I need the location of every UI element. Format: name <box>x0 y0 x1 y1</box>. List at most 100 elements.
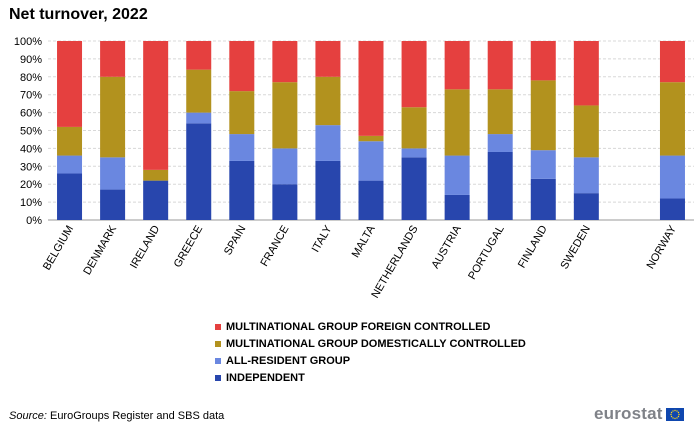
legend-item-independent: INDEPENDENT <box>215 369 526 386</box>
flag-star <box>669 413 672 415</box>
eurostat-logo: eurostat <box>594 404 684 424</box>
bar-segment-resident <box>229 134 255 161</box>
bar-segment-domestic <box>487 89 513 135</box>
bar-segment-resident <box>659 155 685 199</box>
bar-segment-independent <box>57 173 83 220</box>
x-tick-label: PORTUGAL <box>466 224 507 282</box>
flag-star <box>671 416 674 419</box>
bars <box>57 41 685 220</box>
stacked-bar-chart: 0% 10% 20% 30% 40% 50% 60% 70% 80% 90% 100% BELGIU… <box>14 36 694 301</box>
bar-segment-domestic <box>530 80 556 151</box>
eurostat-wordmark: eurostat <box>594 404 663 423</box>
source-label: Source: <box>9 410 47 422</box>
y-tick-label: 70% <box>20 90 42 102</box>
bar-segment-resident <box>401 148 427 158</box>
y-tick-label: 10% <box>20 197 42 209</box>
legend-swatch <box>215 340 221 347</box>
flag-star <box>673 417 676 419</box>
bar-segment-independent <box>530 178 556 220</box>
bar-segment-foreign <box>573 41 599 106</box>
bar-segment-foreign <box>315 41 341 77</box>
bar-segment-foreign <box>659 41 685 83</box>
bar-segment-resident <box>272 148 298 185</box>
legend-item-foreign: MULTINATIONAL GROUP FOREIGN CONTROLLED <box>215 318 526 335</box>
y-tick-label: 30% <box>20 161 42 173</box>
x-tick-label: DENMARK <box>81 223 119 277</box>
x-axis-tick-labels: BELGIUM DENMARK IRELAND GREECE SPAIN FRANCE IT… <box>41 223 679 301</box>
x-tick-label: MALTA <box>350 223 378 260</box>
bar-segment-domestic <box>315 76 341 126</box>
bar-segment-domestic <box>143 169 169 181</box>
legend-label: INDEPENDENT <box>226 371 305 384</box>
legend-label: ALL-RESIDENT GROUP <box>226 354 351 367</box>
legend-item-domestic: MULTINATIONAL GROUP DOMESTICALLY CONTROL… <box>215 335 526 352</box>
y-tick-label: 40% <box>20 143 42 155</box>
bar-segment-resident <box>444 155 470 195</box>
x-tick-label: AUSTRIA <box>429 223 464 271</box>
bar-segment-foreign <box>487 41 513 90</box>
x-tick-label: FRANCE <box>258 224 291 269</box>
bar-segment-independent <box>659 198 685 220</box>
x-tick-label: IRELAND <box>128 223 162 270</box>
bar-segment-foreign <box>100 41 126 77</box>
y-tick-label: 60% <box>20 108 42 120</box>
bar-segment-resident <box>573 157 599 194</box>
bar-segment-domestic <box>573 105 599 158</box>
bar-segment-domestic <box>444 89 470 156</box>
flag-star <box>677 411 679 413</box>
bar-segment-independent <box>100 189 126 220</box>
bar-segment-foreign <box>229 41 255 92</box>
source-note: Source: EuroGroups Register and SBS data <box>9 410 224 422</box>
bar-segment-foreign <box>143 41 169 170</box>
bar-segment-resident <box>315 125 341 161</box>
bar-segment-independent <box>229 160 255 220</box>
y-tick-label: 80% <box>20 72 42 84</box>
bar-segment-domestic <box>272 82 298 149</box>
bar-segment-independent <box>444 194 470 220</box>
legend-label: MULTINATIONAL GROUP DOMESTICALLY CONTROL… <box>226 337 526 350</box>
bar-segment-foreign <box>186 41 212 70</box>
y-tick-label: 20% <box>20 179 42 191</box>
bar-segment-domestic <box>229 91 255 135</box>
bar-segment-independent <box>315 160 341 220</box>
legend-swatch <box>215 357 221 364</box>
bar-segment-independent <box>573 193 599 220</box>
flag-star <box>677 413 680 415</box>
flag-star <box>675 409 678 412</box>
bar-segment-domestic <box>100 76 126 158</box>
eu-flag-icon <box>665 407 684 421</box>
x-tick-label: NORWAY <box>645 223 680 271</box>
source-text: EuroGroups Register and SBS data <box>46 410 225 422</box>
flag-star <box>675 416 678 419</box>
x-tick-label: NETHERLANDS <box>369 224 420 301</box>
bar-segment-independent <box>358 180 384 220</box>
bar-segment-independent <box>272 184 298 220</box>
bar-segment-foreign <box>57 41 83 127</box>
y-tick-label: 100% <box>14 36 42 48</box>
bar-segment-foreign <box>358 41 384 136</box>
bar-segment-foreign <box>272 41 298 83</box>
bar-segment-domestic <box>659 82 685 156</box>
flag-star <box>671 409 674 412</box>
bar-segment-domestic <box>57 126 83 156</box>
flag-star <box>670 415 672 417</box>
y-tick-label: 0% <box>26 215 42 227</box>
bar-segment-foreign <box>530 41 556 81</box>
bar-segment-independent <box>186 123 212 220</box>
x-tick-label: SWEDEN <box>558 223 593 271</box>
bar-segment-domestic <box>401 107 427 149</box>
bar-segment-foreign <box>401 41 427 108</box>
chart-title: Net turnover, 2022 <box>9 6 148 23</box>
bar-segment-resident <box>100 157 126 190</box>
bar-segment-resident <box>487 134 513 152</box>
legend-item-resident: ALL-RESIDENT GROUP <box>215 352 526 369</box>
bar-segment-domestic <box>186 69 212 113</box>
bar-segment-resident <box>358 141 384 181</box>
bar-segment-independent <box>143 180 169 220</box>
legend: MULTINATIONAL GROUP FOREIGN CONTROLLED MU… <box>215 318 526 386</box>
legend-swatch <box>215 374 221 381</box>
y-axis-tick-labels: 0% 10% 20% 30% 40% 50% 60% 70% 80% 90% 100% <box>14 36 42 227</box>
flag-star <box>677 415 679 417</box>
x-tick-label: BELGIUM <box>41 224 76 273</box>
legend-swatch <box>215 323 221 330</box>
